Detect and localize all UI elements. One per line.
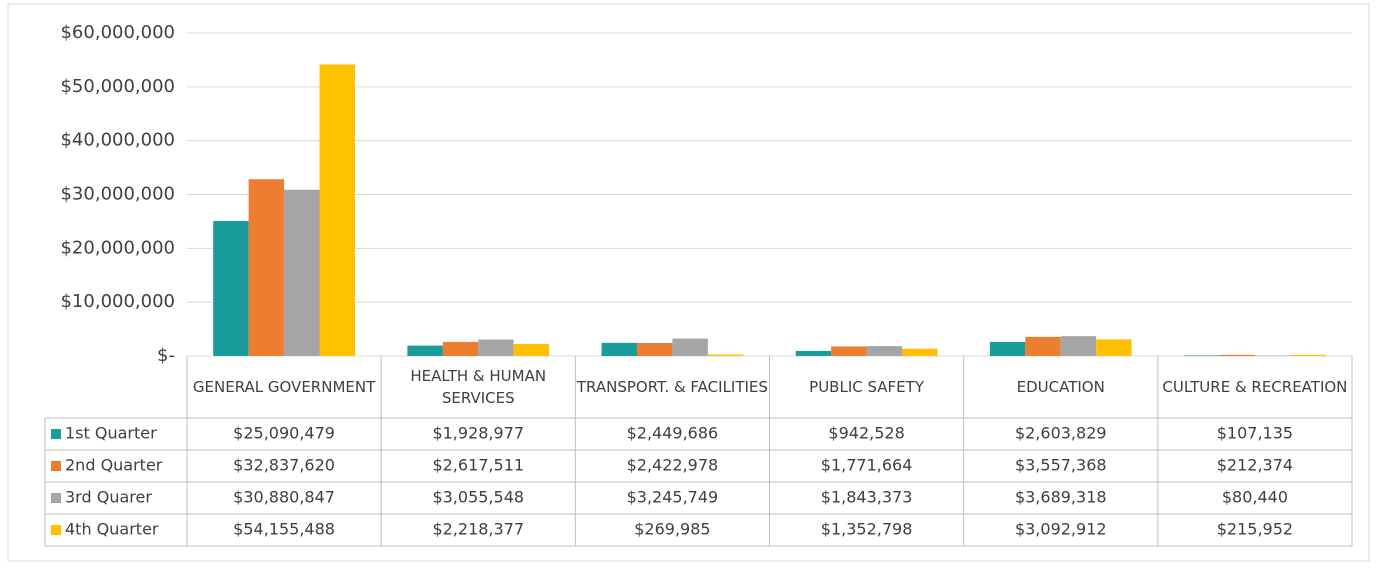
table-value: $32,837,620	[233, 456, 335, 475]
bar	[602, 343, 637, 356]
y-tick-label: $-	[157, 345, 175, 366]
bar	[478, 340, 513, 356]
table-value: $1,928,977	[432, 424, 524, 443]
legend-label: 2nd Quarter	[65, 456, 163, 475]
legend-swatch	[51, 525, 61, 535]
table-value: $2,449,686	[627, 424, 719, 443]
legend-swatch	[51, 461, 61, 471]
y-tick-label: $50,000,000	[60, 76, 175, 97]
bar	[1061, 336, 1096, 356]
bar	[407, 346, 442, 356]
category-cell: PUBLIC SAFETY	[770, 356, 964, 418]
bar	[249, 179, 284, 356]
table-value: $1,771,664	[821, 456, 913, 475]
table-value: $2,603,829	[1015, 424, 1107, 443]
bar	[1025, 337, 1060, 356]
table-value: $3,689,318	[1015, 488, 1107, 507]
category-cell: GENERAL GOVERNMENT	[187, 356, 381, 418]
x-tick-label: GENERAL GOVERNMENT	[187, 356, 381, 418]
x-tick-label: EDUCATION	[964, 356, 1158, 418]
y-tick-label: $20,000,000	[60, 237, 175, 258]
table-value: $1,843,373	[821, 488, 913, 507]
category-cell: CULTURE & RECREATION	[1158, 356, 1352, 418]
bar	[990, 342, 1025, 356]
bar	[1290, 355, 1325, 356]
table-value: $3,245,749	[627, 488, 719, 507]
y-tick-label: $10,000,000	[60, 291, 175, 312]
y-tick-label: $30,000,000	[60, 184, 175, 205]
chart-border	[8, 4, 1369, 561]
table-value: $212,374	[1217, 456, 1293, 475]
bar	[637, 343, 672, 356]
legend-label: 1st Quarter	[65, 424, 157, 443]
x-tick-label: CULTURE & RECREATION	[1158, 356, 1352, 418]
bar	[1184, 355, 1219, 356]
x-tick-label: TRANSPORT. & FACILITIES	[575, 356, 769, 418]
table-value: $3,092,912	[1015, 520, 1107, 539]
category-cell: HEALTH & HUMAN SERVICES	[381, 356, 575, 418]
table-value: $2,617,511	[432, 456, 524, 475]
bar	[902, 349, 937, 356]
x-tick-label: HEALTH & HUMAN SERVICES	[381, 356, 575, 418]
legend-swatch	[51, 429, 61, 439]
table-value: $25,090,479	[233, 424, 335, 443]
bar	[443, 342, 478, 356]
bar	[708, 355, 743, 356]
table-value: $1,352,798	[821, 520, 913, 539]
bar	[284, 190, 319, 356]
table-value: $215,952	[1217, 520, 1293, 539]
bar	[514, 344, 549, 356]
table-value: $3,055,548	[432, 488, 524, 507]
bar	[867, 346, 902, 356]
bar	[672, 339, 707, 356]
x-tick-label: PUBLIC SAFETY	[770, 356, 964, 418]
table-value: $107,135	[1217, 424, 1293, 443]
y-tick-label: $60,000,000	[60, 22, 175, 43]
table-value: $269,985	[634, 520, 710, 539]
category-cell: EDUCATION	[964, 356, 1158, 418]
category-cell: TRANSPORT. & FACILITIES	[575, 356, 769, 418]
table-value: $942,528	[828, 424, 904, 443]
table-value: $3,557,368	[1015, 456, 1107, 475]
bar	[796, 351, 831, 356]
legend-label: 4th Quarter	[65, 520, 159, 539]
legend-swatch	[51, 493, 61, 503]
table-value: $30,880,847	[233, 488, 335, 507]
y-tick-label: $40,000,000	[60, 130, 175, 151]
bar	[320, 64, 355, 356]
table-value: $80,440	[1222, 488, 1288, 507]
table-value: $54,155,488	[233, 520, 335, 539]
table-value: $2,422,978	[627, 456, 719, 475]
bar	[1096, 339, 1131, 356]
legend-label: 3rd Quarer	[65, 488, 152, 507]
bar	[213, 221, 248, 356]
bar	[831, 346, 866, 356]
table-value: $2,218,377	[432, 520, 524, 539]
bar	[1219, 355, 1254, 356]
